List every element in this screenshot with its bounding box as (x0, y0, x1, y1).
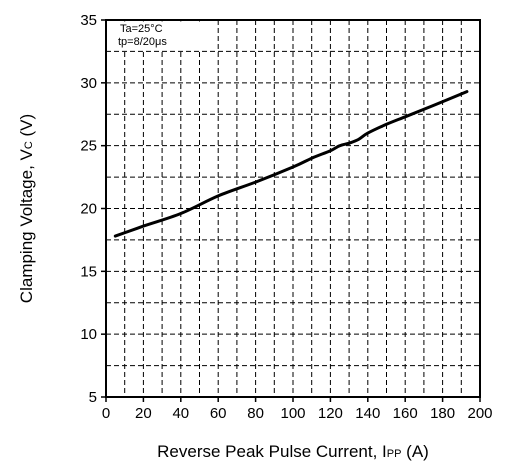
conditions-annotation-box (107, 21, 204, 50)
y-tick-label: 35 (80, 12, 97, 29)
y-axis-title-unit: (V) (17, 114, 36, 141)
y-tick-label: 20 (80, 201, 97, 218)
data-series (113, 90, 469, 238)
x-axis-title-main: Reverse Peak Pulse Current, I (157, 442, 387, 461)
y-tick-label: 10 (80, 326, 97, 343)
x-tick-label: 40 (172, 405, 189, 422)
x-tick-label: 200 (467, 405, 492, 422)
conditions-annotation: Ta=25°C tp=8/20μs (107, 21, 204, 50)
x-tick-label: 180 (430, 405, 455, 422)
x-axis-ticks: 0 20 40 60 80 100 120 140 160 180 200 (102, 397, 493, 422)
x-axis-title-subscript: PP (387, 448, 402, 460)
y-tick-label: 15 (80, 263, 97, 280)
grid (106, 20, 480, 397)
x-tick-label: 140 (355, 405, 380, 422)
x-axis-title: Reverse Peak Pulse Current, IPP (A) (157, 442, 429, 461)
y-tick-label: 5 (89, 389, 97, 406)
x-tick-label: 80 (247, 405, 264, 422)
x-tick-label: 20 (135, 405, 152, 422)
x-tick-label: 120 (318, 405, 343, 422)
y-axis-ticks: 5 10 15 20 25 30 35 (80, 12, 106, 406)
y-axis-title: Clamping Voltage, VC (V) (17, 114, 36, 303)
annotation-pulse-width: tp=8/20μs (118, 36, 167, 48)
y-axis-title-subscript: C (23, 141, 35, 149)
x-tick-label: 100 (280, 405, 305, 422)
y-axis-title-main: Clamping Voltage, V (17, 148, 36, 303)
x-tick-label: 0 (102, 405, 110, 422)
y-tick-label: 25 (80, 138, 97, 155)
clamping-voltage-curve (113, 90, 469, 238)
y-tick-label: 30 (80, 75, 97, 92)
x-tick-label: 160 (393, 405, 418, 422)
annotation-temperature: Ta=25°C (120, 23, 163, 35)
x-tick-label: 60 (210, 405, 227, 422)
x-axis-title-unit: (A) (401, 442, 428, 461)
